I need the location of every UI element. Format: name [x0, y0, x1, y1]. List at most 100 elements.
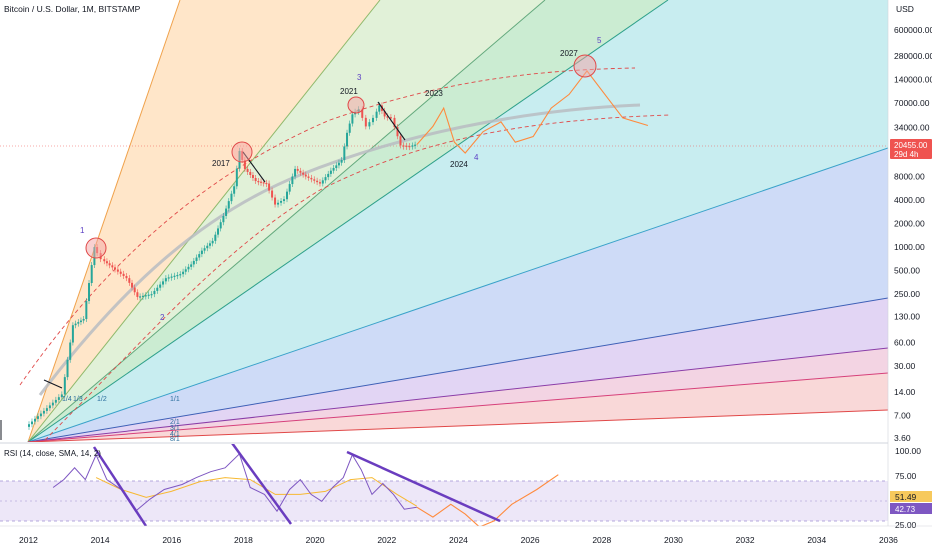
candle: [60, 394, 63, 398]
candle: [327, 173, 330, 178]
rsi-tick-100: 100.00: [895, 446, 921, 456]
candle: [156, 287, 159, 291]
time-tick-label: 2026: [521, 535, 540, 545]
price-tick-label: 60.00: [894, 338, 916, 348]
price-axis[interactable]: USD 600000.00 280000.00 140000.00 70000.00 3…: [887, 0, 932, 530]
price-pane[interactable]: 1 2 3 4 5 2017 2021 2023 2024 2027 1/4 1…: [0, 0, 888, 445]
wave-label-1: 1: [80, 226, 85, 235]
candle: [74, 323, 77, 326]
cycle-label-2027: 2027: [560, 49, 578, 58]
candle: [200, 250, 203, 255]
candle: [399, 136, 402, 146]
candle: [321, 180, 324, 184]
candle: [208, 243, 211, 246]
fan-label-2-1: 2/1: [170, 419, 180, 426]
candle: [187, 266, 190, 270]
candle: [88, 283, 91, 302]
peak-circle-2027: [573, 54, 597, 78]
candle: [42, 410, 45, 414]
candle: [291, 176, 294, 185]
candle: [159, 284, 162, 288]
candle: [378, 105, 381, 112]
candle: [340, 160, 343, 163]
candle: [361, 109, 364, 118]
rsi-tick-75: 75.00: [895, 471, 917, 481]
candle: [318, 182, 321, 184]
time-tick-label: 2030: [664, 535, 683, 545]
regression-curve: [38, 103, 641, 396]
candle: [122, 273, 125, 276]
fan-label-1-1: 1/1: [170, 396, 180, 403]
candle: [246, 168, 249, 172]
fan-label-8-1: 8/1: [170, 436, 180, 443]
candle: [348, 123, 351, 133]
candle: [324, 177, 327, 181]
price-tick-label: 4000.00: [894, 195, 925, 205]
candle: [405, 145, 408, 147]
rsi-pane[interactable]: RSI (14, close, SMA, 14, 2): [0, 443, 888, 527]
time-tick-label: 2022: [377, 535, 396, 545]
candle: [214, 234, 217, 241]
candle: [265, 182, 268, 185]
price-tick-label: 280000.00: [894, 51, 932, 61]
candle: [222, 215, 225, 223]
candle: [66, 359, 69, 378]
candle: [30, 421, 33, 425]
price-tick-label: 70000.00: [894, 98, 930, 108]
candle: [103, 259, 106, 262]
wave-label-3: 3: [357, 73, 362, 82]
candle: [162, 281, 165, 285]
candle: [136, 292, 139, 297]
current-price-badge: [890, 139, 932, 159]
price-tick-label: 500.00: [894, 266, 920, 276]
candle: [337, 162, 340, 166]
candle: [57, 397, 60, 400]
candle: [198, 254, 201, 258]
candle: [108, 263, 111, 266]
peak-circle-2021: [347, 96, 365, 114]
time-axis[interactable]: 2012 2014 2016 2018 2020 2022 2024 2026 2028 2030…: [0, 525, 932, 545]
candle: [274, 197, 277, 205]
peak-circle-2017: [231, 141, 253, 163]
candle: [69, 342, 72, 360]
candle: [294, 168, 297, 177]
rsi-value-badge: [890, 491, 932, 502]
rsi-projection-line: [416, 474, 559, 526]
rsi-value-label: 51.49: [895, 492, 917, 502]
candle: [225, 208, 228, 216]
candle: [277, 202, 280, 205]
sma-value-label: 42.73: [895, 505, 916, 514]
candle: [131, 282, 134, 288]
candle: [332, 168, 335, 171]
candle: [128, 278, 131, 283]
candle: [372, 117, 374, 123]
time-tick-label: 2012: [19, 535, 38, 545]
rsi-title: RSI (14, close, SMA, 14, 2): [4, 449, 101, 458]
candle: [217, 228, 220, 235]
candle: [36, 416, 39, 419]
time-tick-label: 2016: [162, 535, 181, 545]
candle: [150, 294, 153, 296]
candle: [77, 322, 80, 324]
candle: [286, 191, 288, 200]
candle: [283, 199, 286, 201]
candle: [114, 267, 116, 270]
candle: [195, 257, 198, 261]
candle: [33, 418, 36, 422]
chart-title: Bitcoin / U.S. Dollar, 1M, BITSTAMP: [4, 4, 141, 14]
candle: [307, 176, 310, 178]
price-tick-label: 130.00: [894, 311, 920, 321]
candle: [408, 145, 411, 148]
time-tick-label: 2018: [234, 535, 253, 545]
candle: [262, 182, 265, 184]
candle: [414, 144, 417, 146]
candle: [184, 269, 187, 272]
candle: [179, 274, 182, 276]
fan-band-cyan: [28, 0, 888, 442]
wave-label-5: 5: [597, 36, 602, 45]
candle: [125, 275, 128, 279]
rsi-band: [0, 481, 888, 521]
candle: [176, 274, 179, 277]
candle: [167, 277, 170, 279]
